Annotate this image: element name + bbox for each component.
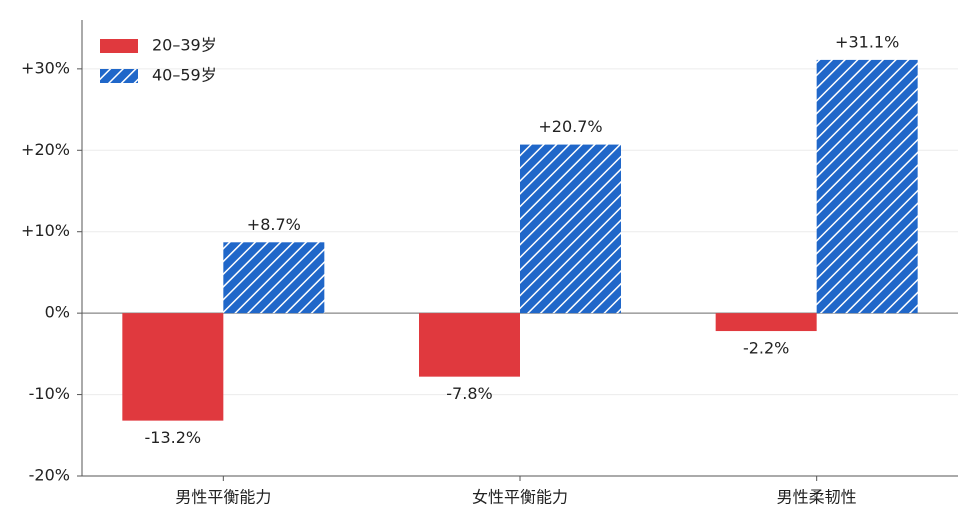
x-tick-label: 男性柔韧性 (777, 488, 857, 507)
bar (816, 59, 918, 314)
x-tick-label: 男性平衡能力 (175, 488, 271, 507)
legend-label: 40–59岁 (152, 66, 217, 85)
value-label: +8.7% (247, 215, 301, 234)
value-label: -2.2% (743, 339, 789, 358)
y-tick-label: -10% (29, 384, 70, 403)
value-label: -7.8% (446, 384, 492, 403)
bar (122, 313, 224, 421)
y-tick-label: +10% (21, 221, 70, 240)
bar (715, 313, 817, 332)
bar (520, 144, 621, 314)
value-label: -13.2% (145, 428, 202, 447)
legend-swatch (100, 69, 138, 83)
legend-label: 20–39岁 (152, 36, 217, 55)
value-label: +31.1% (835, 32, 899, 51)
bar (419, 313, 520, 377)
y-tick-label: 0% (45, 303, 70, 322)
y-tick-label: +20% (21, 140, 70, 159)
legend-swatch (100, 39, 138, 53)
y-tick-label: -20% (29, 466, 70, 485)
bar (223, 242, 325, 314)
y-tick-label: +30% (21, 58, 70, 77)
value-label: +20.7% (538, 117, 602, 136)
x-tick-label: 女性平衡能力 (472, 488, 568, 507)
